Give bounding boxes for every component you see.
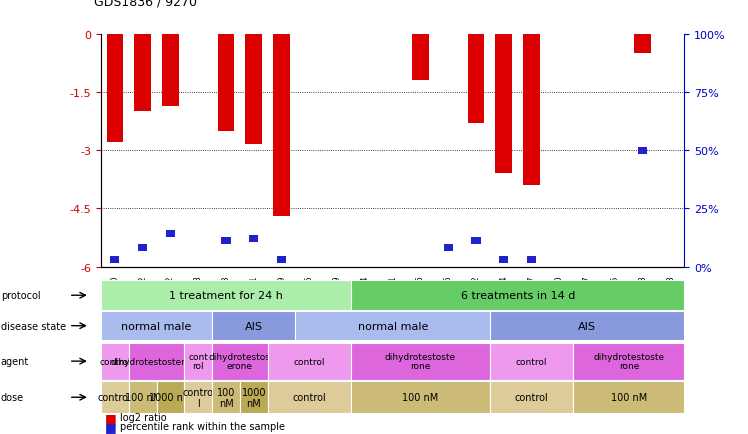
Text: AIS: AIS <box>578 321 596 331</box>
Text: normal male: normal male <box>121 321 191 331</box>
Text: cont
rol: cont rol <box>188 352 208 371</box>
Bar <box>444 245 453 252</box>
Text: dihydrotestoste
rone: dihydrotestoste rone <box>385 352 456 371</box>
Text: 100 nM: 100 nM <box>610 392 647 402</box>
Text: 1 treatment for 24 h: 1 treatment for 24 h <box>169 291 283 300</box>
Text: control: control <box>516 357 548 366</box>
Bar <box>249 236 258 243</box>
Text: control: control <box>98 392 132 402</box>
Text: 100 nM: 100 nM <box>402 392 438 402</box>
Bar <box>468 35 485 124</box>
Bar <box>495 35 512 174</box>
Text: GDS1836 / 9270: GDS1836 / 9270 <box>94 0 197 9</box>
Bar <box>162 35 179 106</box>
Text: dose: dose <box>1 392 24 402</box>
Text: 1000
nM: 1000 nM <box>242 387 266 408</box>
Text: AIS: AIS <box>245 321 263 331</box>
Bar <box>106 35 123 143</box>
Text: contro
l: contro l <box>183 387 214 408</box>
Text: disease state: disease state <box>1 321 66 331</box>
Text: 1000 nM: 1000 nM <box>150 392 191 402</box>
Text: dihydrotestos
erone: dihydrotestos erone <box>209 352 271 371</box>
Bar <box>138 245 147 252</box>
Text: dihydrotestosterone: dihydrotestosterone <box>111 357 202 366</box>
Text: log2 ratio: log2 ratio <box>120 413 166 422</box>
Bar <box>638 147 647 155</box>
Text: agent: agent <box>1 356 29 366</box>
Bar <box>277 256 286 263</box>
Text: control: control <box>99 357 131 366</box>
Bar <box>218 35 234 132</box>
Text: 6 treatments in 14 d: 6 treatments in 14 d <box>461 291 575 300</box>
Text: dihydrotestoste
rone: dihydrotestoste rone <box>593 352 664 371</box>
Bar <box>135 35 151 112</box>
Text: control: control <box>292 392 326 402</box>
Bar <box>527 256 536 263</box>
Bar <box>412 35 429 81</box>
Text: control: control <box>515 392 548 402</box>
Bar <box>245 35 262 145</box>
Bar <box>634 35 651 54</box>
Bar <box>499 256 509 263</box>
Text: ■: ■ <box>105 411 117 424</box>
Text: control: control <box>294 357 325 366</box>
Bar <box>273 35 290 217</box>
Text: 100 nM: 100 nM <box>124 392 161 402</box>
Bar <box>110 256 120 263</box>
Bar <box>471 238 481 245</box>
Text: protocol: protocol <box>1 291 40 300</box>
Text: normal male: normal male <box>358 321 428 331</box>
Bar <box>221 238 230 245</box>
Text: ■: ■ <box>105 420 117 433</box>
Bar <box>166 231 175 238</box>
Bar <box>524 35 540 186</box>
Text: 100
nM: 100 nM <box>217 387 235 408</box>
Text: percentile rank within the sample: percentile rank within the sample <box>120 421 285 431</box>
